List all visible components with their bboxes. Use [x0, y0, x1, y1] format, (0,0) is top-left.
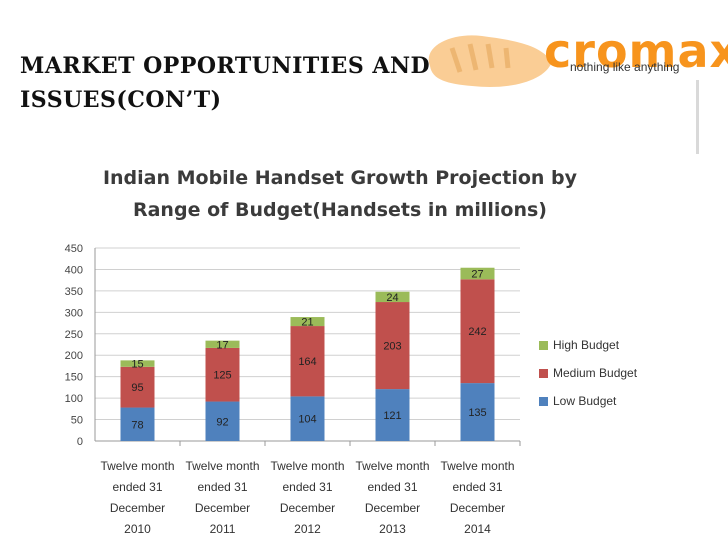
- legend-swatch: [539, 341, 548, 350]
- legend-swatch: [539, 397, 548, 406]
- data-label: 104: [298, 414, 316, 426]
- chart-y-axis: 0 50 100 150 200 250 300 350 400 450: [65, 243, 520, 448]
- y-tick-label: 250: [65, 329, 83, 341]
- bar-segment: [120, 407, 155, 441]
- x-tick-label: ended 31: [452, 480, 502, 494]
- x-tick-label: December: [110, 501, 165, 515]
- x-tick-label: Twelve month: [185, 459, 259, 473]
- y-tick-label: 400: [65, 264, 83, 276]
- y-tick-label: 0: [77, 436, 83, 448]
- legend-label: Low Budget: [553, 394, 617, 408]
- legend-label: Medium Budget: [553, 366, 638, 380]
- slide-title-line-1: MARKET OPPORTUNITIES AND: [20, 53, 431, 79]
- x-tick-label: ended 31: [197, 480, 247, 494]
- x-tick-label: December: [450, 501, 505, 515]
- data-label: 125: [213, 370, 231, 382]
- bar-segment: [375, 302, 410, 390]
- legend-swatch: [539, 369, 548, 378]
- data-label: 24: [386, 292, 398, 304]
- x-tick-label: ended 31: [112, 480, 162, 494]
- bar-segment: [120, 360, 155, 367]
- data-label: 203: [383, 341, 401, 353]
- y-tick-label: 50: [71, 415, 83, 427]
- data-label: 135: [468, 407, 486, 419]
- x-tick-label: Twelve month: [355, 459, 429, 473]
- fist-logo-icon: [428, 35, 552, 87]
- x-tick-label: 2013: [379, 522, 406, 536]
- chart-title-line-1: Indian Mobile Handset Growth Projection …: [102, 167, 578, 189]
- data-label: 95: [131, 382, 143, 394]
- data-label: 121: [383, 410, 401, 422]
- brand-logo: cromax nothing like anything: [412, 26, 728, 104]
- bar-segment: [290, 317, 325, 327]
- bar-segment: [290, 326, 325, 397]
- chart-title: Indian Mobile Handset Growth Projection …: [90, 162, 590, 226]
- data-label: 17: [216, 339, 228, 351]
- x-tick-label: Twelve month: [100, 459, 174, 473]
- bar-segment: [460, 267, 495, 280]
- y-tick-label: 450: [65, 243, 83, 255]
- chart-title-line-2: Range of Budget(Handsets in millions): [132, 199, 547, 221]
- x-tick-label: December: [365, 501, 420, 515]
- decorative-divider: [696, 80, 699, 154]
- x-tick-label: Twelve month: [440, 459, 514, 473]
- bar-segment: [290, 396, 325, 441]
- x-tick-label: ended 31: [282, 480, 332, 494]
- x-tick-label: December: [280, 501, 335, 515]
- logo-tagline: nothing like anything: [570, 60, 680, 74]
- data-label: 242: [468, 326, 486, 338]
- slide-title-line-2: ISSUES(CON’T): [20, 87, 222, 113]
- x-tick-label: ended 31: [367, 480, 417, 494]
- data-label: 27: [471, 269, 483, 281]
- x-tick-label: December: [195, 501, 250, 515]
- chart-container: 0 50 100 150 200 250 300 350 400 450 78 95 15 92 125 1…: [50, 150, 650, 542]
- bar-segment: [375, 291, 410, 303]
- slide-title: MARKET OPPORTUNITIES AND ISSUES(CON’T): [20, 49, 430, 117]
- chart-x-axis: Twelve month ended 31 December 2010 Twelve m…: [100, 441, 521, 536]
- bar-segment: [205, 347, 240, 402]
- y-tick-label: 100: [65, 393, 83, 405]
- y-tick-label: 350: [65, 286, 83, 298]
- legend-label: High Budget: [553, 338, 620, 352]
- x-tick-label: 2010: [124, 522, 151, 536]
- y-tick-label: 150: [65, 372, 83, 384]
- x-tick-label: Twelve month: [270, 459, 344, 473]
- data-label: 21: [301, 317, 313, 329]
- data-label: 92: [216, 416, 228, 428]
- bar-segment: [205, 401, 240, 441]
- stacked-bar-chart: 0 50 100 150 200 250 300 350 400 450 78 95 15 92 125 1…: [65, 243, 638, 536]
- y-tick-label: 200: [65, 350, 83, 362]
- data-label: 164: [298, 356, 316, 368]
- data-label: 78: [131, 419, 143, 431]
- logo-wordmark: cromax: [544, 24, 728, 78]
- bar-segment: [120, 366, 155, 408]
- y-tick-label: 300: [65, 307, 83, 319]
- x-tick-label: 2014: [464, 522, 491, 536]
- chart-bars: 78 95 15 92 125 17 104 164 21 121 203 24 135 242 27: [120, 267, 495, 441]
- chart-legend: High Budget Medium Budget Low Budget: [539, 338, 638, 408]
- data-label: 15: [131, 359, 143, 371]
- bar-segment: [460, 279, 495, 384]
- bar-segment: [375, 389, 410, 441]
- bar-segment: [460, 383, 495, 441]
- x-tick-label: 2012: [294, 522, 321, 536]
- x-tick-label: 2011: [210, 522, 236, 536]
- bar-segment: [205, 340, 240, 348]
